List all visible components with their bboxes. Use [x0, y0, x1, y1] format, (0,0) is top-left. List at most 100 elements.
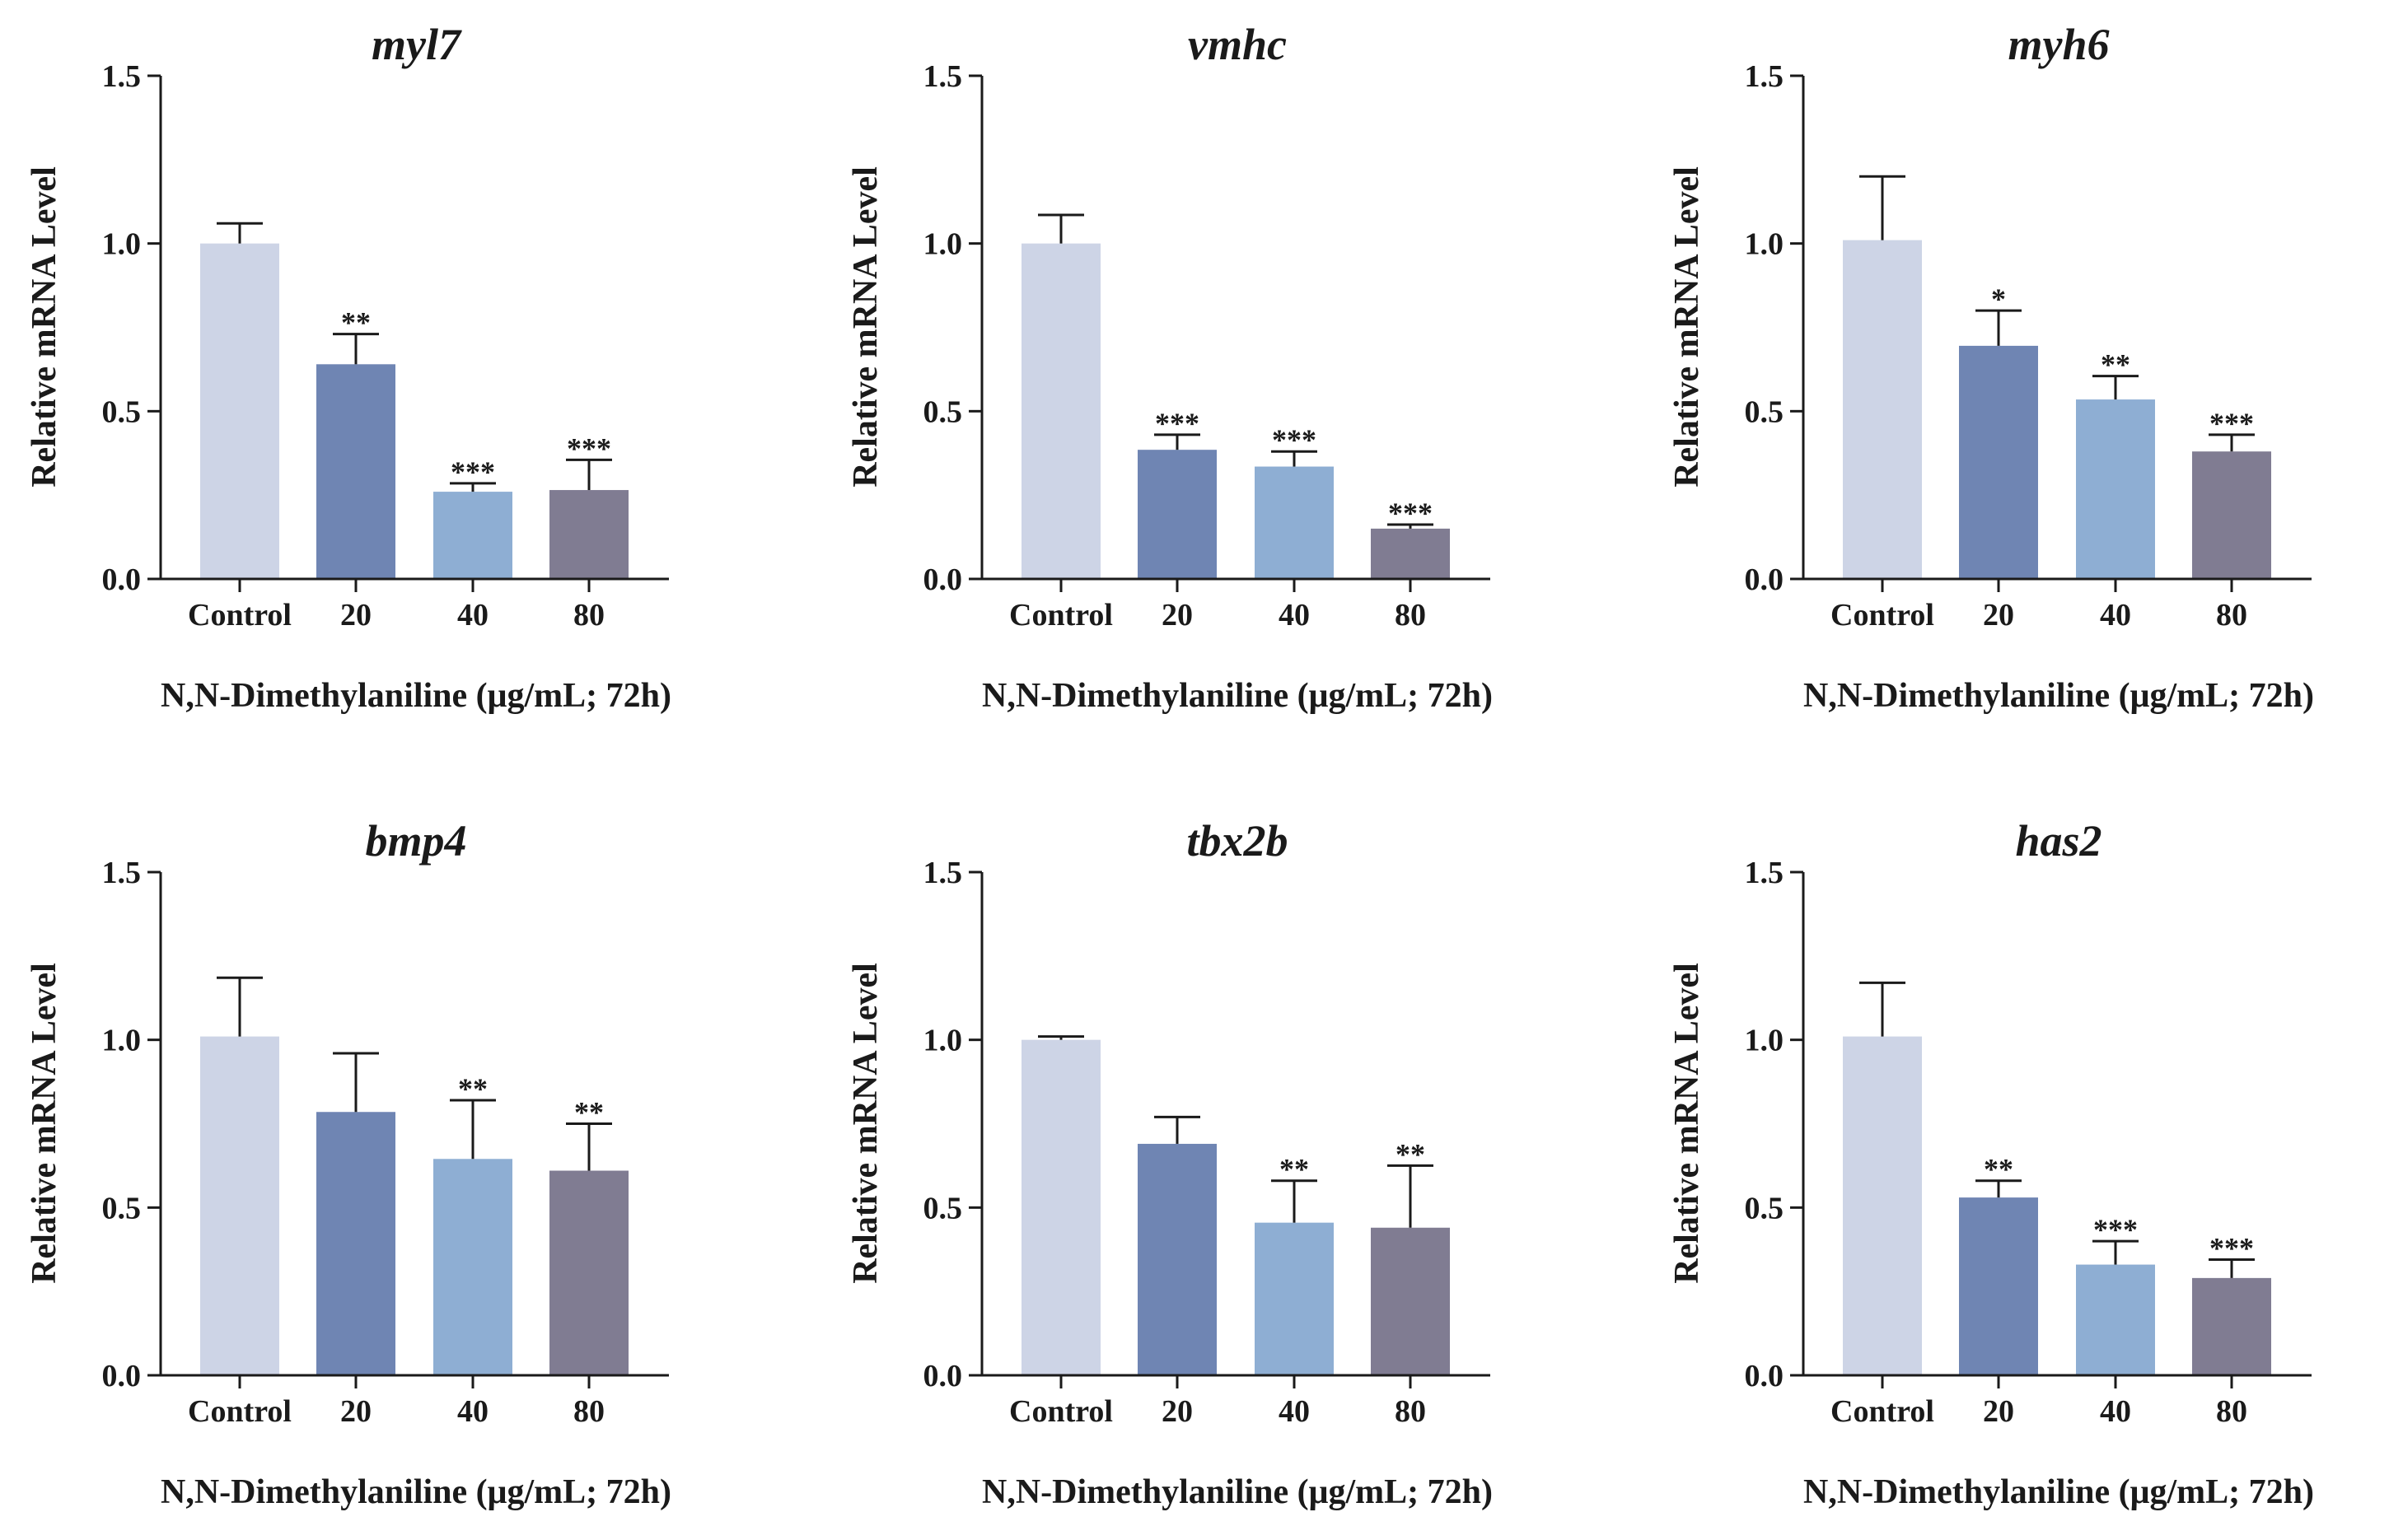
bar	[1843, 1036, 1922, 1375]
y-tick-label: 1.0	[1745, 1024, 1784, 1058]
bar	[549, 1170, 629, 1375]
x-tick-label: 20	[1983, 598, 2014, 632]
significance-label: **	[574, 1096, 604, 1129]
x-tick-label: 20	[340, 1394, 372, 1429]
y-tick-label: 0.5	[1745, 394, 1784, 429]
bar	[200, 243, 279, 579]
bar	[316, 1112, 395, 1375]
y-tick-label: 0.5	[1745, 1191, 1784, 1225]
x-tick-label: 80	[573, 1394, 605, 1429]
y-tick-label: 0.5	[923, 394, 963, 429]
significance-label: ***	[2209, 1231, 2254, 1264]
bar	[2076, 399, 2155, 579]
x-axis-label: N,N-Dimethylaniline (μg/mL; 72h)	[1803, 677, 2314, 715]
significance-label: ***	[1155, 407, 1199, 440]
x-axis-label: N,N-Dimethylaniline (μg/mL; 72h)	[1803, 1473, 2314, 1511]
bar	[2192, 451, 2271, 579]
x-tick-label: Control	[1830, 1394, 1934, 1429]
x-tick-label: 20	[1983, 1394, 2014, 1429]
bar	[1022, 1039, 1101, 1375]
y-axis-label: Relative mRNA Level	[1668, 166, 1706, 488]
significance-label: **	[1984, 1153, 2013, 1186]
x-tick-label: Control	[1009, 1394, 1113, 1429]
y-tick-label: 0.0	[923, 562, 963, 597]
x-tick-label: Control	[188, 1394, 292, 1429]
significance-label: ***	[1388, 497, 1433, 530]
bar	[1022, 243, 1101, 579]
y-tick-label: 0.0	[102, 1359, 142, 1393]
bar	[2076, 1264, 2155, 1375]
x-tick-label: 80	[1395, 598, 1426, 632]
y-tick-label: 0.0	[102, 562, 142, 597]
significance-label: **	[341, 306, 371, 339]
x-tick-label: Control	[1009, 598, 1113, 632]
chart-title: myh6	[2008, 20, 2109, 69]
bar	[433, 1159, 512, 1375]
chart-title: bmp4	[365, 816, 466, 866]
y-axis-label: Relative mRNA Level	[26, 963, 63, 1284]
significance-label: *	[1991, 282, 2006, 315]
x-tick-label: 40	[2100, 1394, 2131, 1429]
significance-label: ***	[1272, 423, 1316, 456]
bar	[1371, 1227, 1450, 1375]
x-tick-label: 80	[2216, 598, 2247, 632]
y-tick-label: 1.5	[102, 856, 142, 890]
y-tick-label: 1.5	[923, 59, 963, 94]
y-tick-label: 0.0	[923, 1359, 963, 1393]
x-tick-label: 80	[1395, 1394, 1426, 1429]
y-tick-label: 0.5	[923, 1191, 963, 1225]
x-tick-label: 80	[2216, 1394, 2247, 1429]
bar	[1959, 1197, 2038, 1375]
significance-label: ***	[2209, 407, 2254, 440]
x-tick-label: Control	[1830, 598, 1934, 632]
x-axis-label: N,N-Dimethylaniline (μg/mL; 72h)	[982, 677, 1493, 715]
bar	[1959, 345, 2038, 579]
y-tick-label: 1.0	[102, 227, 142, 262]
bar	[200, 1036, 279, 1375]
y-tick-label: 1.0	[923, 1024, 963, 1058]
y-tick-label: 1.0	[102, 1024, 142, 1058]
significance-label: **	[2101, 348, 2130, 381]
y-axis-label: Relative mRNA Level	[847, 166, 885, 488]
y-tick-label: 0.5	[102, 394, 142, 429]
x-tick-label: 40	[1279, 598, 1310, 632]
significance-label: ***	[2093, 1213, 2138, 1246]
significance-label: **	[1396, 1137, 1425, 1170]
bar	[1255, 466, 1334, 579]
y-axis-label: Relative mRNA Level	[1668, 963, 1706, 1284]
y-tick-label: 1.5	[102, 59, 142, 94]
x-tick-label: 80	[573, 598, 605, 632]
x-tick-label: 40	[2100, 598, 2131, 632]
bar	[1843, 240, 1922, 579]
bar	[316, 364, 395, 579]
x-tick-label: 20	[1162, 598, 1193, 632]
y-tick-label: 0.5	[102, 1191, 142, 1225]
y-tick-label: 1.5	[923, 856, 963, 890]
significance-label: **	[1279, 1153, 1309, 1186]
bar	[1371, 528, 1450, 579]
chart-title: myl7	[372, 20, 462, 69]
x-axis-label: N,N-Dimethylaniline (μg/mL; 72h)	[161, 1473, 671, 1511]
chart-title: vmhc	[1188, 20, 1287, 69]
y-tick-label: 1.5	[1745, 856, 1784, 890]
x-tick-label: 40	[457, 1394, 489, 1429]
bar	[2192, 1277, 2271, 1375]
y-axis-label: Relative mRNA Level	[847, 963, 885, 1284]
bar	[1138, 450, 1217, 579]
x-tick-label: 40	[457, 598, 489, 632]
x-tick-label: 20	[1162, 1394, 1193, 1429]
significance-label: ***	[567, 432, 611, 464]
bar	[433, 492, 512, 579]
x-tick-label: Control	[188, 598, 292, 632]
bar	[1255, 1222, 1334, 1375]
y-axis-label: Relative mRNA Level	[26, 166, 63, 488]
significance-label: **	[458, 1072, 488, 1105]
significance-label: ***	[451, 455, 495, 488]
bar	[1138, 1143, 1217, 1375]
y-tick-label: 1.0	[1745, 227, 1784, 262]
chart-title: tbx2b	[1186, 816, 1288, 866]
bar	[549, 490, 629, 579]
y-tick-label: 1.0	[923, 227, 963, 262]
x-axis-label: N,N-Dimethylaniline (μg/mL; 72h)	[982, 1473, 1493, 1511]
